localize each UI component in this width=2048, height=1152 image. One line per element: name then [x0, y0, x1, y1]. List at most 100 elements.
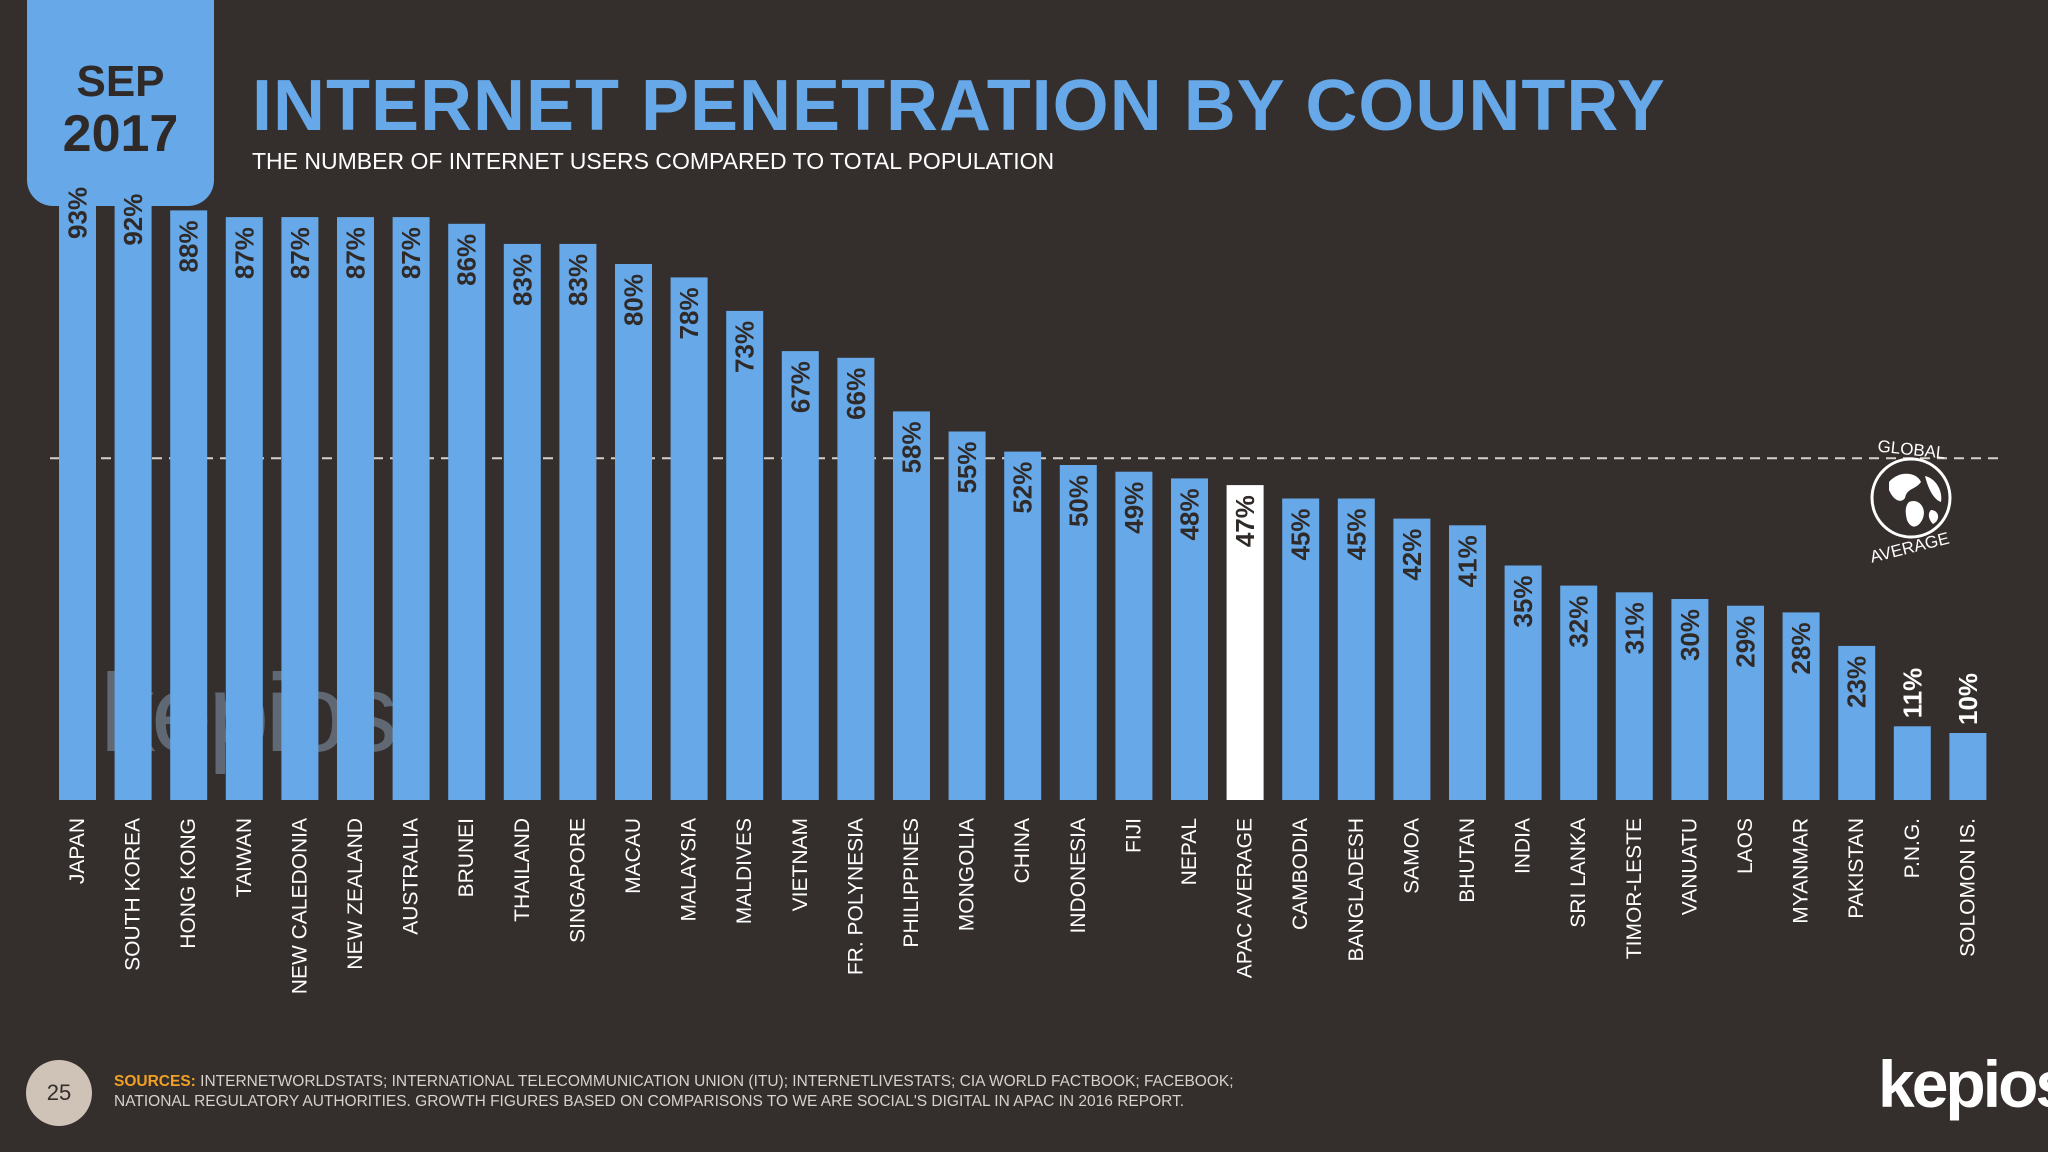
bars-group: 93% JAPAN 92% SOUTH KOREA 88% HONG KONG 87% TAI… [59, 176, 1987, 994]
bar-value-new-zealand: 87% [341, 227, 371, 279]
category-label-australia: AUSTRALIA [400, 818, 423, 935]
bar-south-korea [114, 183, 152, 801]
page-number-badge: 25 [26, 1060, 92, 1126]
bar-samoa [1393, 518, 1431, 800]
bar-value-malaysia: 78% [674, 287, 704, 339]
bar-macau [615, 264, 652, 800]
category-label-indonesia: INDONESIA [1067, 818, 1090, 934]
category-label-nepal: NEPAL [1178, 818, 1201, 885]
category-label-new-zealand: NEW ZEALAND [344, 818, 367, 970]
category-label-philippines: PHILIPPINES [900, 818, 923, 948]
page-number: 25 [46, 1080, 72, 1105]
sources-line-2: NATIONAL REGULATORY AUTHORITIES. GROWTH … [114, 1093, 1185, 1110]
page-title: INTERNET PENETRATION BY COUNTRY [252, 66, 1666, 146]
category-label-bhutan: BHUTAN [1456, 818, 1479, 903]
bar-value-samoa: 42% [1397, 529, 1427, 581]
bar-value-cambodia: 45% [1286, 509, 1316, 561]
bar-bangladesh [1337, 498, 1375, 800]
bar-apac-average [1226, 485, 1264, 800]
bar-value-taiwan: 87% [229, 227, 259, 279]
bar-value-p-n-g: 11% [1897, 668, 1927, 719]
bar-value-laos: 29% [1731, 616, 1761, 668]
category-label-hong-kong: HONG KONG [177, 818, 200, 949]
category-label-mongolia: MONGOLIA [956, 818, 979, 931]
bar-australia [392, 217, 430, 801]
category-label-solomon-is: SOLOMON IS. [1956, 818, 1979, 957]
category-label-p-n-g: P.N.G. [1901, 818, 1924, 878]
bar-indonesia [1059, 465, 1097, 800]
bar-malaysia [670, 277, 708, 800]
category-label-japan: JAPAN [66, 818, 89, 884]
bar-china [1004, 451, 1042, 800]
category-label-macau: MACAU [622, 818, 645, 894]
bar-bhutan [1449, 525, 1486, 800]
category-label-india: INDIA [1512, 818, 1535, 874]
bar-myanmar [1782, 612, 1820, 800]
category-label-singapore: SINGAPORE [566, 818, 589, 943]
category-label-brunei: BRUNEI [455, 818, 478, 897]
bar-value-fr-polynesia: 66% [841, 368, 871, 420]
bar-value-vietnam: 67% [785, 361, 815, 413]
bar-vietnam [781, 351, 819, 800]
category-label-fiji: FIJI [1122, 818, 1145, 853]
bar-cambodia [1282, 498, 1320, 800]
bar-value-thailand: 83% [507, 254, 537, 306]
bar-value-australia: 87% [396, 227, 426, 279]
category-label-sri-lanka: SRI LANKA [1567, 818, 1590, 928]
bar-value-philippines: 58% [897, 421, 927, 473]
bar-taiwan [225, 217, 263, 801]
bar-hong-kong [170, 210, 208, 800]
bar-value-indonesia: 50% [1063, 475, 1093, 527]
bar-value-fiji: 49% [1119, 482, 1149, 534]
bar-value-brunei: 86% [452, 234, 482, 286]
bar-nepal [1171, 478, 1208, 800]
sources-label: SOURCES: [114, 1073, 196, 1090]
page-subtitle: THE NUMBER OF INTERNET USERS COMPARED TO… [252, 148, 1055, 174]
bar-value-myanmar: 28% [1786, 622, 1816, 674]
bar-vanuatu [1671, 599, 1709, 800]
bar-brunei [448, 223, 486, 801]
bar-fr-polynesia [837, 357, 875, 800]
bar-value-hong-kong: 88% [174, 220, 204, 272]
bar-value-japan: 93% [63, 187, 93, 239]
category-label-taiwan: TAIWAN [233, 818, 256, 897]
bar-p-n-g [1893, 726, 1931, 800]
bar-value-apac-average: 47% [1230, 495, 1260, 547]
sources-note: SOURCES: INTERNETWORLDSTATS; INTERNATION… [114, 1072, 1414, 1112]
category-label-laos: LAOS [1734, 818, 1757, 874]
category-label-china: CHINA [1011, 818, 1034, 883]
bar-value-bangladesh: 45% [1341, 509, 1371, 561]
globe-icon [1870, 457, 1952, 539]
category-label-timor-leste: TIMOR-LESTE [1623, 818, 1646, 959]
category-label-vietnam: VIETNAM [789, 818, 812, 911]
bar-value-south-korea: 92% [118, 194, 148, 246]
bar-value-mongolia: 55% [952, 442, 982, 494]
bar-mongolia [948, 431, 986, 800]
date-month: SEP [76, 57, 165, 106]
bar-value-new-caledonia: 87% [285, 227, 315, 279]
bar-singapore [559, 243, 597, 800]
category-label-myanmar: MYANMAR [1790, 818, 1813, 924]
category-label-apac-average: APAC AVERAGE [1234, 818, 1257, 978]
category-label-new-caledonia: NEW CALEDONIA [288, 818, 311, 994]
bar-timor-leste [1615, 592, 1653, 800]
bar-value-singapore: 83% [563, 254, 593, 306]
bar-japan [59, 176, 96, 800]
bar-philippines [893, 411, 930, 800]
category-label-vanuatu: VANUATU [1678, 818, 1701, 915]
bar-value-india: 35% [1508, 576, 1538, 628]
category-label-fr-polynesia: FR. POLYNESIA [844, 818, 867, 975]
bar-value-bhutan: 41% [1453, 535, 1483, 587]
bar-fiji [1115, 471, 1153, 800]
category-label-south-korea: SOUTH KOREA [122, 818, 145, 971]
date-tab: SEP 2017 [27, 0, 214, 206]
bar-value-solomon-is: 10% [1953, 673, 1983, 725]
category-label-bangladesh: BANGLADESH [1345, 818, 1368, 962]
sources-line-1: INTERNETWORLDSTATS; INTERNATIONAL TELECO… [195, 1073, 1234, 1090]
bar-value-nepal: 48% [1175, 488, 1205, 540]
bar-thailand [503, 243, 541, 800]
category-label-cambodia: CAMBODIA [1289, 818, 1312, 930]
category-label-samoa: SAMOA [1400, 818, 1423, 894]
kepios-logo: kepios [1878, 1047, 2048, 1121]
